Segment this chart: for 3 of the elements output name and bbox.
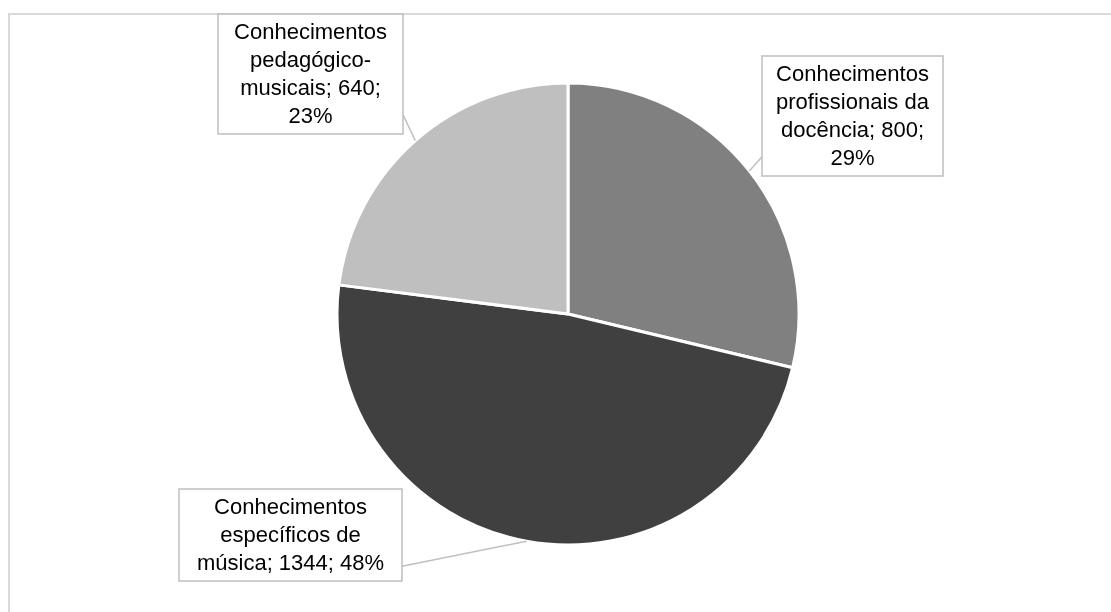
slice-label: Conhecimentos profissionais da docência; 800; 29% bbox=[776, 61, 930, 171]
slice-label: Conhecimentos específicos de música; 1344; 48% bbox=[196, 494, 385, 576]
slice-label: Conhecimentos pedagógico-musicais; 640; 23% bbox=[234, 19, 387, 129]
